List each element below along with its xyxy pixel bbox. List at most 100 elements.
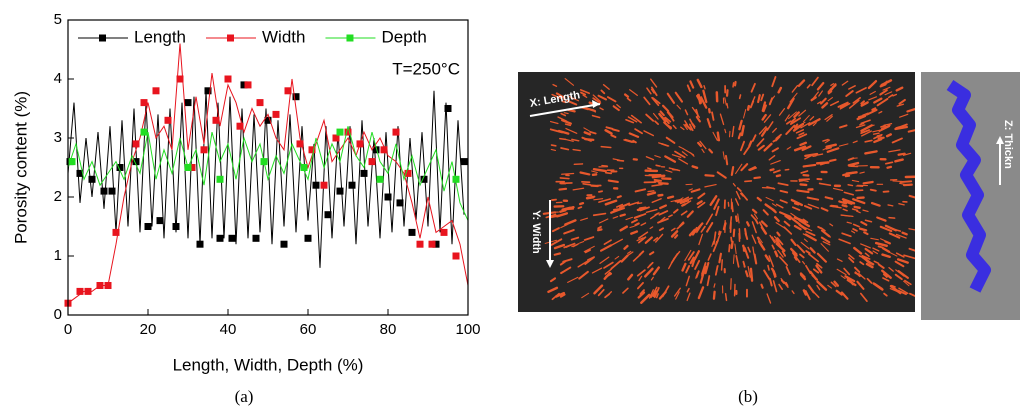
streak [561,172,575,175]
streak [616,195,622,199]
streak [734,215,738,223]
streak [774,250,779,258]
streak [861,130,872,137]
streak [818,182,832,187]
streak [821,102,829,109]
streak [796,189,810,194]
streak [799,253,805,259]
marker [440,228,448,236]
streak [800,241,810,250]
streak [765,196,774,202]
streak [754,218,759,225]
streak [856,114,867,121]
streak [630,114,642,124]
streak [713,198,720,211]
streak [818,90,823,97]
streak [884,224,898,232]
streak [628,201,640,207]
marker [184,164,192,171]
streak [557,129,570,135]
streak [734,243,737,255]
streak [612,215,619,219]
streak [778,256,789,267]
marker [228,234,236,242]
streak [747,265,751,278]
streak [807,118,821,126]
streak [707,107,711,114]
streak [827,284,832,289]
streak [674,234,679,239]
streak [836,258,843,262]
streak [864,247,874,255]
streak [876,97,889,107]
streak [653,237,659,242]
streak [712,239,719,253]
streak [811,76,819,87]
streak [658,112,667,123]
streak [885,133,892,138]
streak [812,122,817,127]
streak [883,292,888,297]
streak [757,94,761,104]
streak [607,179,619,183]
streak [798,109,807,117]
streak [676,104,681,110]
streak [645,208,658,214]
marker [68,158,76,166]
streak [809,116,815,121]
marker [356,140,364,148]
streak [822,138,829,142]
streak [860,119,871,125]
x-tick-label: 0 [64,321,72,338]
streak [712,290,716,300]
streak [769,168,775,172]
streak [775,203,784,209]
streak [579,89,590,95]
streak [678,158,689,165]
streak [560,266,572,275]
streak [863,231,869,236]
streak [882,86,891,91]
streak [799,141,808,147]
streak [909,292,915,298]
streak [572,148,581,152]
streak [622,287,629,294]
streak [715,240,718,246]
streak [824,196,834,200]
caption: (a) [235,387,254,406]
streak [798,132,805,136]
streak [836,268,847,276]
streak [630,230,639,235]
streak [849,164,855,167]
streak [799,273,807,281]
streak [840,275,846,280]
streak [798,223,807,231]
streak [580,91,587,96]
marker [396,199,404,207]
streak [713,231,717,245]
streak [592,167,607,173]
streak [899,113,909,118]
streak [718,230,721,236]
streak [587,256,595,261]
streak [740,192,744,197]
streak [848,257,855,264]
marker [76,287,84,295]
streak [628,132,640,138]
streak [704,174,715,177]
streak [898,98,906,105]
streak [888,149,901,153]
streak [707,253,712,261]
marker [88,175,96,183]
streak [786,146,792,150]
streak [650,276,654,281]
streak [598,218,609,224]
streak [793,111,800,119]
streak [803,205,813,210]
streak [763,269,771,280]
streak [585,196,595,200]
streak [640,222,647,226]
streak [908,247,915,252]
streak [832,187,844,192]
streak [895,86,904,92]
